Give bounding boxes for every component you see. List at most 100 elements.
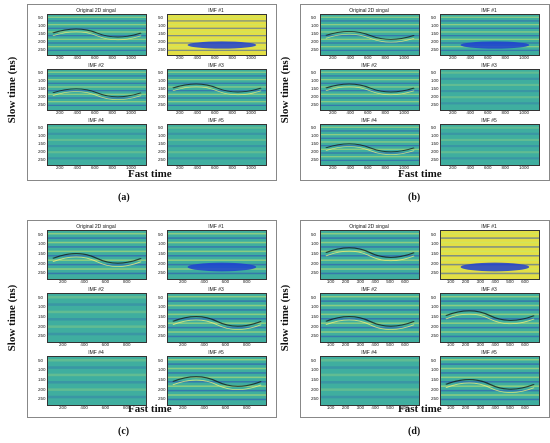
subplot-title: Original 2D singal — [76, 8, 116, 14]
stripe — [48, 46, 146, 48]
stripe — [48, 20, 146, 22]
x-tick-label: 300 — [356, 342, 365, 347]
hyperbola-curve-light — [325, 33, 415, 43]
y-tick-label: 150 — [38, 377, 46, 382]
x-tick-label: 800 — [242, 405, 251, 410]
y-tick-label: 100 — [431, 367, 439, 373]
stripe — [321, 300, 419, 302]
y-tick-label: 150 — [431, 86, 439, 91]
stripe — [321, 388, 419, 391]
y-tick-label: 250 — [38, 47, 46, 52]
stripe — [168, 101, 266, 103]
subplot-image — [320, 356, 420, 406]
stripe — [168, 104, 266, 107]
subplot-title: IMF #4 — [88, 118, 104, 124]
imf-image — [321, 70, 419, 110]
x-tick-label: 600 — [91, 110, 99, 115]
stripe — [441, 77, 539, 80]
y-tick-label: 100 — [431, 78, 439, 83]
hyperbola-curve — [325, 83, 415, 93]
stripe — [168, 86, 266, 88]
stripe — [48, 358, 146, 362]
y-tick-label: 100 — [38, 78, 46, 83]
stripe — [441, 398, 539, 401]
subplot-title: IMF #1 — [481, 8, 497, 14]
y-tick-label: 100 — [158, 78, 166, 83]
imf-image — [48, 70, 146, 110]
y-tick-label: 250 — [431, 396, 439, 402]
stripe — [321, 318, 419, 320]
y-tick-label: 150 — [158, 141, 166, 146]
x-tick-label: 200 — [176, 55, 184, 60]
subplot-title: IMF #1 — [208, 224, 224, 230]
y-tick-label: 250 — [311, 396, 319, 402]
y-tick-label: 200 — [431, 94, 439, 99]
x-tick-label: 1000 — [399, 165, 410, 170]
stripe — [441, 313, 539, 316]
subplot-image — [167, 230, 267, 280]
x-tick-label: 300 — [476, 342, 485, 347]
stripe — [48, 145, 146, 148]
x-tick-label: 300 — [356, 279, 365, 284]
y-tick-label: 50 — [431, 125, 437, 130]
panel-caption: (b) — [408, 192, 421, 203]
x-axis-label: Fast time — [398, 168, 442, 180]
subplot-image — [440, 124, 540, 166]
subplot-title: IMF #3 — [208, 287, 224, 293]
stripe — [321, 335, 419, 338]
stripe — [441, 90, 539, 93]
x-tick-label: 600 — [364, 55, 372, 60]
stripe — [168, 326, 266, 329]
hyperbola-curve-light — [52, 31, 142, 41]
hyperbola-curve-light — [172, 319, 262, 330]
x-tick-label: 500 — [506, 342, 514, 347]
y-tick-label: 100 — [311, 304, 319, 310]
stripe — [321, 263, 419, 266]
hyperbola-curve — [52, 253, 142, 264]
y-tick-label: 50 — [158, 15, 164, 20]
x-tick-label: 800 — [501, 165, 510, 170]
hyperbola-curve-light — [325, 146, 415, 155]
stripe — [441, 385, 539, 387]
y-tick-label: 150 — [311, 86, 319, 91]
subplot-title: IMF #3 — [481, 287, 497, 293]
stripe — [441, 322, 539, 324]
y-axis-label: Slow time (ns) — [279, 56, 291, 124]
y-tick-label: 150 — [38, 314, 46, 319]
x-tick-label: 400 — [371, 279, 379, 284]
stripe — [441, 237, 539, 239]
imf-image — [168, 231, 266, 279]
low-frequency-blob — [460, 41, 530, 49]
y-tick-label: 50 — [431, 357, 437, 363]
stripe — [441, 272, 539, 275]
image-background — [48, 294, 146, 342]
x-tick-label: 200 — [461, 279, 470, 284]
y-tick-label: 150 — [158, 251, 166, 256]
stripe — [48, 310, 146, 314]
x-tick-label: 200 — [341, 405, 350, 410]
x-tick-label: 400 — [371, 405, 379, 410]
x-tick-label: 500 — [386, 405, 394, 410]
subplot-image — [440, 356, 540, 406]
subplot-image — [320, 124, 420, 166]
stripe — [168, 259, 266, 261]
x-tick-label: 1000 — [399, 110, 410, 115]
y-tick-label: 250 — [311, 102, 319, 107]
x-tick-label: 800 — [242, 279, 251, 284]
subplot-image — [47, 69, 147, 111]
panel-caption: (c) — [118, 426, 130, 437]
stripe — [48, 151, 146, 154]
x-tick-label: 200 — [59, 342, 67, 347]
stripe — [441, 31, 539, 33]
y-tick-label: 150 — [158, 86, 166, 91]
y-tick-label: 200 — [158, 260, 166, 266]
subplot-title: IMF #4 — [88, 350, 104, 356]
x-tick-label: 600 — [484, 110, 492, 115]
hyperbola-curve — [445, 310, 535, 321]
stripe — [168, 358, 266, 361]
subplot-title: IMF #4 — [361, 118, 377, 124]
y-tick-label: 250 — [431, 333, 439, 339]
stripe — [48, 86, 146, 88]
stripe — [321, 86, 419, 88]
stripe — [321, 38, 419, 40]
